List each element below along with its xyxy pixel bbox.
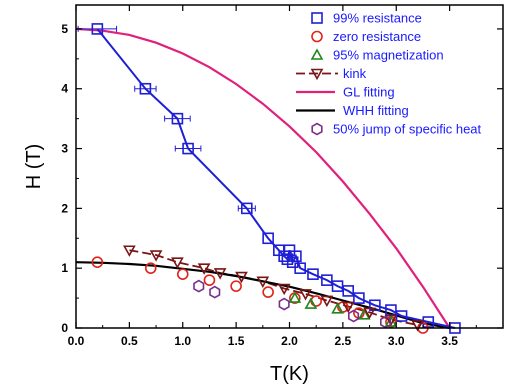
plot-area bbox=[75, 23, 461, 334]
series-0-points bbox=[77, 23, 461, 334]
data-point bbox=[304, 297, 318, 309]
data-point bbox=[342, 285, 355, 297]
data-point bbox=[144, 262, 157, 274]
x-tick-label: 2.5 bbox=[335, 334, 352, 348]
y-tick-label: 5 bbox=[61, 22, 68, 36]
legend-marker bbox=[311, 30, 323, 43]
x-tick-label: 0.5 bbox=[121, 334, 138, 348]
data-point bbox=[91, 256, 104, 269]
y-tick-label: 4 bbox=[61, 82, 68, 96]
y-tick-label: 3 bbox=[61, 142, 68, 156]
data-point bbox=[176, 268, 189, 280]
error-bar bbox=[134, 85, 157, 92]
data-point bbox=[193, 279, 205, 293]
legend-item: 50% jump of specific heat bbox=[311, 122, 482, 137]
x-tick-label: 1.5 bbox=[228, 334, 245, 348]
x-tick-label: 2.0 bbox=[281, 334, 298, 348]
data-point bbox=[277, 283, 291, 296]
legend-label: kink bbox=[343, 66, 367, 81]
data-point bbox=[230, 280, 242, 292]
legend-label: 50% jump of specific heat bbox=[333, 122, 482, 137]
data-point bbox=[299, 289, 312, 301]
data-point bbox=[262, 232, 274, 245]
error-bar bbox=[174, 145, 202, 152]
legend-label: zero resistance bbox=[333, 29, 421, 44]
x-tick-label: 1.0 bbox=[174, 334, 191, 348]
legend-marker bbox=[310, 48, 324, 60]
legend: 99% resistance zero resistance 95% magneti… bbox=[296, 11, 482, 137]
legend-item: 99% resistance bbox=[311, 11, 422, 26]
legend-item: WHH fitting bbox=[296, 103, 409, 118]
data-point bbox=[182, 142, 194, 155]
data-point bbox=[290, 250, 302, 263]
axis-ticks: 0.0 0.5 1.0 1.5 2.0 2.5 3.0 3.5 0 1 2 3 4 5 bbox=[61, 5, 503, 348]
data-point bbox=[91, 23, 104, 35]
data-point bbox=[307, 268, 319, 280]
x-tick-label: 3.5 bbox=[441, 334, 458, 348]
x-axis-title: T(K) bbox=[270, 363, 309, 385]
data-point bbox=[357, 308, 371, 320]
series-5-group bbox=[75, 261, 450, 330]
data-point bbox=[411, 320, 424, 332]
data-point bbox=[369, 299, 381, 312]
y-tick-label: 0 bbox=[61, 321, 68, 335]
data-point bbox=[203, 274, 216, 286]
data-point bbox=[353, 292, 365, 304]
y-tick-label: 1 bbox=[61, 261, 68, 275]
data-point bbox=[213, 268, 227, 280]
legend-label: WHH fitting bbox=[343, 103, 409, 118]
data-point bbox=[235, 271, 248, 284]
legend-item: kink bbox=[296, 66, 367, 81]
y-axis-title: H (T) bbox=[23, 144, 45, 190]
data-point bbox=[123, 245, 136, 257]
data-point bbox=[283, 244, 296, 257]
series-3-points bbox=[123, 245, 424, 332]
series-4-group bbox=[75, 27, 451, 329]
legend-item: GL fitting bbox=[296, 85, 395, 100]
data-point bbox=[341, 301, 355, 314]
data-point bbox=[171, 112, 184, 125]
data-point bbox=[197, 263, 211, 275]
series-5-line bbox=[75, 261, 450, 330]
legend-label: GL fitting bbox=[343, 85, 395, 100]
data-point bbox=[256, 276, 270, 288]
series-3-group bbox=[129, 249, 418, 326]
legend-marker bbox=[310, 68, 324, 81]
data-point bbox=[139, 82, 152, 95]
x-tick-label: 3.0 bbox=[388, 334, 405, 348]
data-point bbox=[363, 307, 376, 320]
legend-item: zero resistance bbox=[311, 29, 421, 44]
data-point bbox=[241, 202, 253, 215]
legend-item: 95% magnetization bbox=[310, 48, 444, 63]
legend-label: 99% resistance bbox=[333, 11, 422, 26]
data-point bbox=[209, 285, 221, 299]
series-6-points bbox=[193, 279, 392, 329]
data-point bbox=[288, 291, 302, 303]
legend-label: 95% magnetization bbox=[333, 48, 444, 63]
data-point bbox=[294, 262, 306, 274]
data-point bbox=[278, 297, 290, 311]
data-point bbox=[262, 286, 274, 298]
data-point bbox=[149, 250, 163, 262]
data-point bbox=[331, 302, 344, 314]
legend-marker bbox=[311, 122, 323, 136]
data-point bbox=[320, 295, 334, 308]
series-3-line bbox=[129, 249, 418, 326]
data-point bbox=[171, 257, 184, 269]
legend-marker bbox=[311, 12, 323, 24]
data-point bbox=[286, 256, 299, 269]
error-bar bbox=[164, 115, 191, 122]
data-point bbox=[321, 274, 333, 286]
series-4-line bbox=[75, 27, 451, 329]
y-tick-label: 2 bbox=[61, 201, 68, 215]
data-point bbox=[384, 314, 398, 327]
x-tick-label: 0.0 bbox=[68, 334, 85, 348]
data-point bbox=[347, 309, 360, 323]
